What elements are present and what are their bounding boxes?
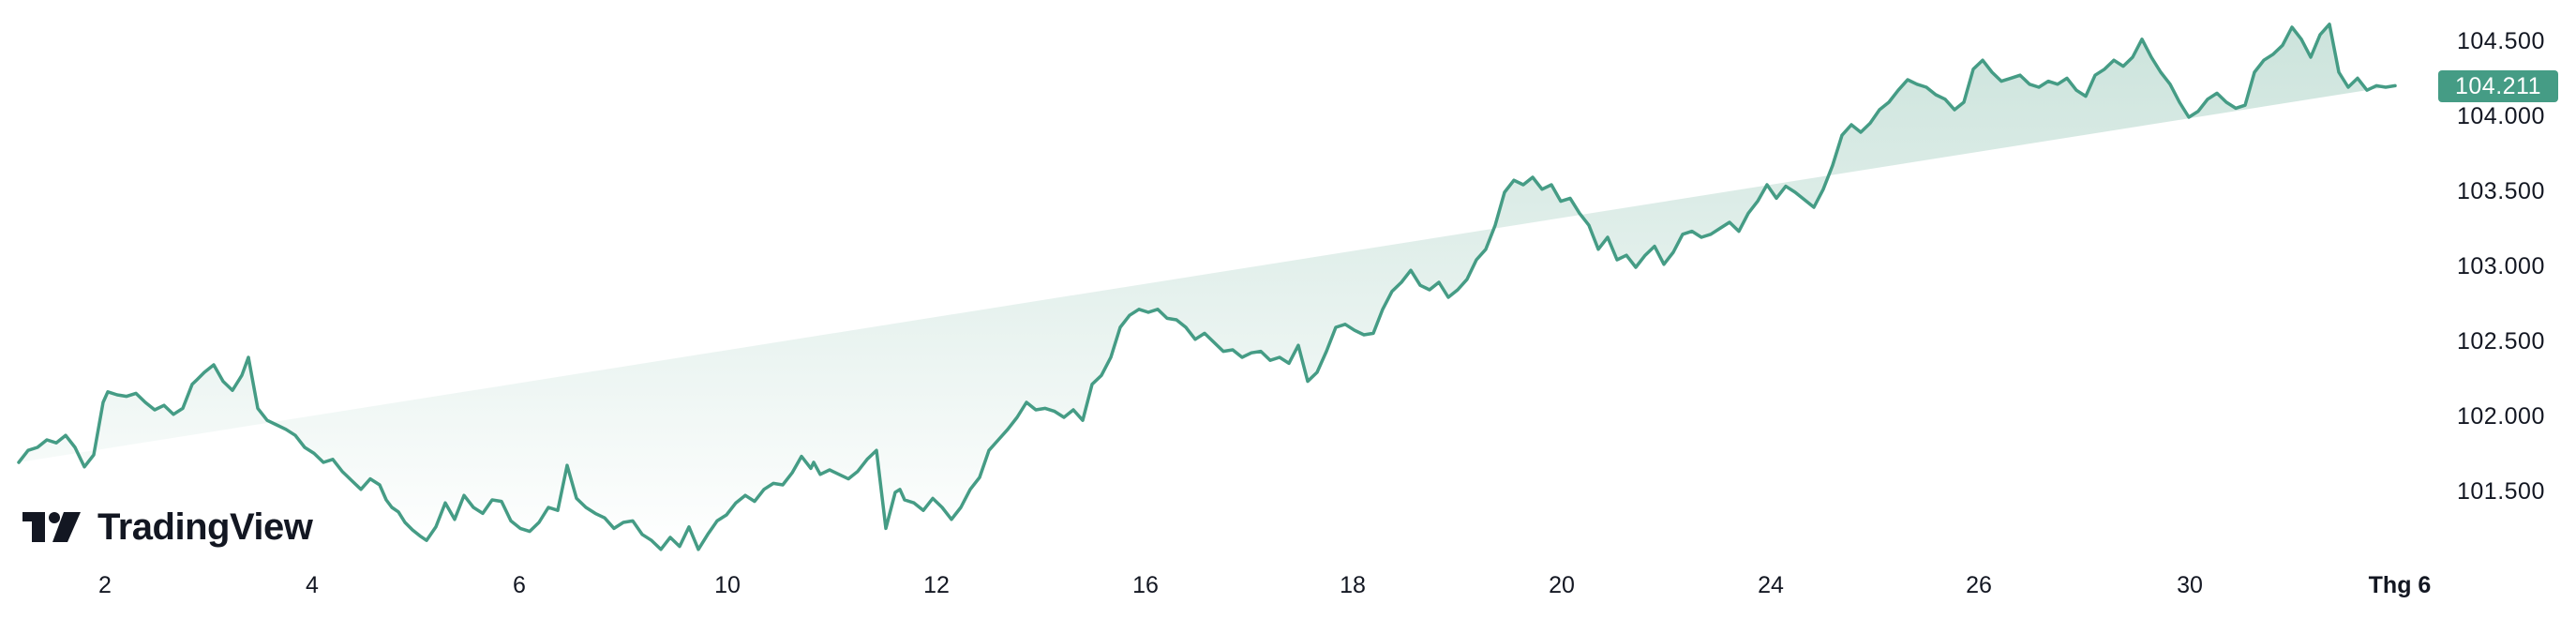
- x-axis-tick-label: 2: [98, 572, 112, 598]
- x-axis-tick-label: 20: [1549, 572, 1575, 598]
- x-axis-tick-label: 30: [2177, 572, 2203, 598]
- price-line: [17, 23, 2397, 551]
- x-axis-tick-label: Thg 6: [2368, 572, 2432, 598]
- x-axis-tick-label: 10: [714, 572, 741, 598]
- x-axis-tick-label: 18: [1340, 572, 1366, 598]
- y-axis-tick-label: 102.000: [2457, 403, 2545, 430]
- x-axis-tick-label: 12: [923, 572, 950, 598]
- y-axis-tick-label: 103.500: [2457, 178, 2545, 204]
- x-axis-tick-label: 16: [1132, 572, 1159, 598]
- y-axis-tick-label: 104.000: [2457, 103, 2545, 129]
- x-axis-tick-label: 6: [513, 572, 526, 598]
- y-axis-tick-label: 101.500: [2457, 478, 2545, 505]
- tradingview-logo-icon: [22, 511, 81, 542]
- price-area-fill: [19, 23, 2395, 550]
- x-axis-tick-label: 26: [1966, 572, 1992, 598]
- y-axis-tick-label: 103.000: [2457, 253, 2545, 279]
- logo-wordmark: TradingView: [97, 506, 313, 548]
- x-axis-tick-label: 24: [1758, 572, 1784, 598]
- x-axis-tick-label: 4: [306, 572, 319, 598]
- y-axis-tick-label: 104.500: [2457, 28, 2545, 54]
- y-axis-tick-label: 102.500: [2457, 328, 2545, 355]
- last-price-badge: 104.211: [2438, 70, 2558, 102]
- tradingview-logo[interactable]: TradingView: [21, 505, 319, 554]
